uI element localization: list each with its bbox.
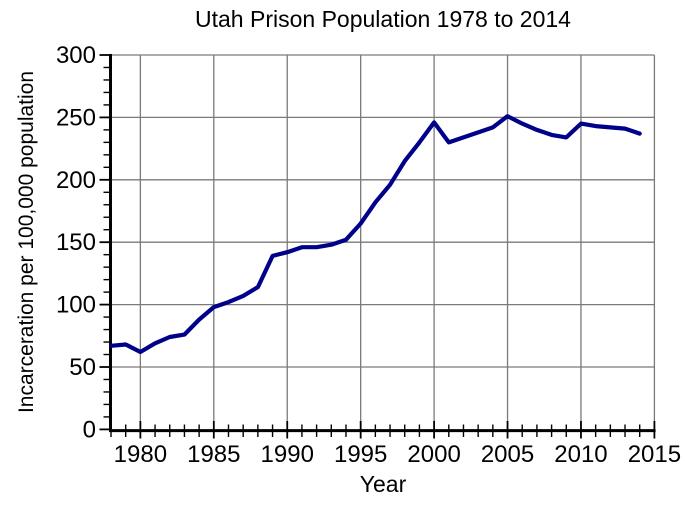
x-tick-label-2010: 2010	[554, 441, 607, 468]
x-axis-label: Year	[359, 471, 407, 497]
x-tick-label-2000: 2000	[407, 441, 460, 468]
y-tick-label-300: 300	[56, 42, 96, 69]
y-tick-label-50: 50	[69, 354, 96, 381]
y-tick-label-0: 0	[83, 416, 96, 443]
chart-title: Utah Prison Population 1978 to 2014	[195, 6, 571, 32]
x-tick-label-1980: 1980	[114, 441, 167, 468]
x-tick-label-1990: 1990	[261, 441, 314, 468]
y-tick-label-200: 200	[56, 167, 96, 194]
x-tick-label-1995: 1995	[334, 441, 387, 468]
data-line	[108, 114, 642, 355]
y-tick-label-250: 250	[56, 104, 96, 131]
y-tick-label-150: 150	[56, 229, 96, 256]
x-tick-label-2015: 2015	[628, 441, 681, 468]
y-tick-label-100: 100	[56, 292, 96, 319]
x-tick-label-1985: 1985	[187, 441, 240, 468]
x-tick-label-2005: 2005	[481, 441, 534, 468]
